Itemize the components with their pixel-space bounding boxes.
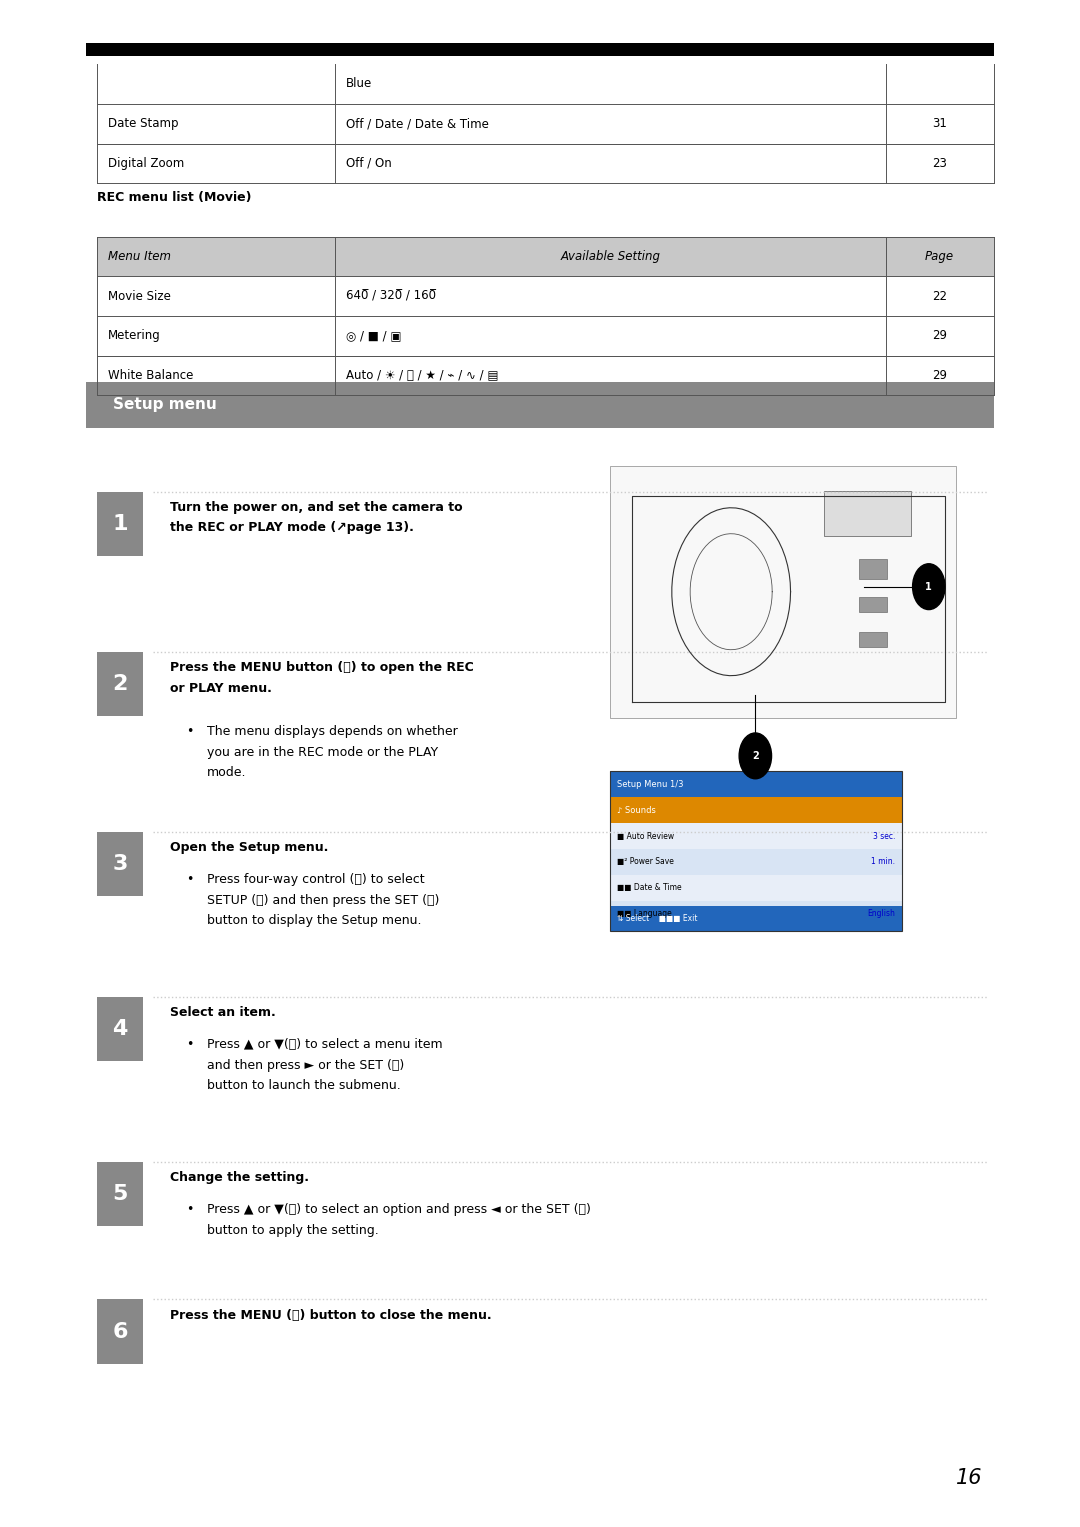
Bar: [859, 559, 887, 579]
Text: ■■ Language: ■■ Language: [617, 910, 672, 918]
Bar: [97, 356, 994, 395]
Text: Metering: Metering: [108, 330, 161, 342]
Bar: [97, 316, 994, 356]
Text: English: English: [867, 910, 895, 918]
Text: 6: 6: [112, 1321, 127, 1342]
Text: Select an item.: Select an item.: [170, 1006, 275, 1020]
Text: •: •: [186, 1038, 193, 1052]
Text: Press ▲ or ▼(ⓞ) to select a menu item
and then press ► or the SET (ⓞ)
button to : Press ▲ or ▼(ⓞ) to select a menu item an…: [207, 1038, 443, 1092]
Text: ■² Power Save: ■² Power Save: [617, 858, 674, 866]
Text: Auto / ☀ / ⛅ / ★ / ⌁ / ∿ / ▤: Auto / ☀ / ⛅ / ★ / ⌁ / ∿ / ▤: [346, 370, 498, 382]
Text: Digital Zoom: Digital Zoom: [108, 157, 185, 169]
Text: 23: 23: [932, 157, 947, 169]
Text: ◎ / ■ / ▣: ◎ / ■ / ▣: [346, 330, 401, 342]
Bar: [610, 901, 902, 927]
Bar: [97, 492, 143, 556]
Bar: [97, 997, 143, 1061]
Text: 29: 29: [932, 330, 947, 342]
Text: •: •: [186, 725, 193, 739]
Bar: [97, 1162, 143, 1226]
Text: Off / On: Off / On: [346, 157, 391, 169]
Text: 2: 2: [752, 751, 759, 760]
Text: 1: 1: [112, 513, 127, 534]
Text: Blue: Blue: [346, 78, 372, 90]
Bar: [97, 652, 143, 716]
Bar: [610, 823, 902, 849]
Text: •: •: [186, 873, 193, 887]
Text: Page: Page: [926, 250, 954, 263]
Bar: [97, 104, 994, 144]
Bar: [97, 144, 994, 183]
Text: Press the MENU (ⓞ) button to close the menu.: Press the MENU (ⓞ) button to close the m…: [170, 1309, 491, 1322]
Text: Menu Item: Menu Item: [108, 250, 171, 263]
Text: Off / Date / Date & Time: Off / Date / Date & Time: [346, 118, 488, 130]
Text: 22: 22: [932, 290, 947, 302]
Text: 3 sec.: 3 sec.: [873, 832, 895, 840]
Bar: [859, 597, 887, 612]
Bar: [97, 64, 994, 104]
Text: ♪ Sounds: ♪ Sounds: [617, 806, 656, 814]
Bar: [610, 875, 902, 901]
Text: 16: 16: [956, 1467, 983, 1489]
Text: 4: 4: [112, 1019, 127, 1040]
Text: Setup Menu 1/3: Setup Menu 1/3: [617, 780, 684, 788]
Bar: [610, 906, 902, 931]
Text: Available Setting: Available Setting: [561, 250, 660, 263]
Text: Setup menu: Setup menu: [113, 397, 217, 412]
Text: REC menu list (Movie): REC menu list (Movie): [97, 191, 252, 205]
Bar: [97, 276, 994, 316]
Text: 5: 5: [112, 1183, 127, 1205]
Bar: [610, 771, 902, 931]
Text: 2: 2: [112, 673, 127, 695]
Text: White Balance: White Balance: [108, 370, 193, 382]
Text: •: •: [186, 1203, 193, 1217]
Text: Press the MENU button (ⓞ) to open the REC
or PLAY menu.: Press the MENU button (ⓞ) to open the RE…: [170, 661, 473, 695]
Text: Change the setting.: Change the setting.: [170, 1171, 309, 1185]
Text: Press ▲ or ▼(ⓞ) to select an option and press ◄ or the SET (ⓞ)
button to apply t: Press ▲ or ▼(ⓞ) to select an option and …: [207, 1203, 591, 1237]
Bar: [859, 632, 887, 647]
Bar: [86, 43, 994, 56]
Bar: [824, 490, 910, 536]
Bar: [97, 1299, 143, 1364]
Text: 3: 3: [112, 854, 127, 875]
Bar: [610, 849, 902, 875]
Bar: [97, 237, 994, 276]
Text: 29: 29: [932, 370, 947, 382]
Text: 31: 31: [932, 118, 947, 130]
Text: Movie Size: Movie Size: [108, 290, 171, 302]
Text: Press four-way control (ⓞ) to select
SETUP (ⓣ) and then press the SET (ⓞ)
button: Press four-way control (ⓞ) to select SET…: [207, 873, 440, 927]
Text: Turn the power on, and set the camera to
the REC or PLAY mode (↗page 13).: Turn the power on, and set the camera to…: [170, 501, 462, 534]
Circle shape: [739, 733, 771, 779]
Bar: [610, 771, 902, 797]
Text: 1: 1: [926, 582, 932, 591]
Text: Date Stamp: Date Stamp: [108, 118, 178, 130]
Text: 640̅ / 320̅ / 160̅: 640̅ / 320̅ / 160̅: [346, 290, 435, 302]
Text: ■■ Date & Time: ■■ Date & Time: [617, 884, 681, 892]
Text: ■ Auto Review: ■ Auto Review: [617, 832, 674, 840]
Bar: [86, 382, 994, 428]
Bar: [97, 832, 143, 896]
Text: Open the Setup menu.: Open the Setup menu.: [170, 841, 328, 855]
Circle shape: [913, 563, 945, 609]
Text: The menu displays depends on whether
you are in the REC mode or the PLAY
mode.: The menu displays depends on whether you…: [207, 725, 458, 779]
Text: ⇅ Select    ■■■ Exit: ⇅ Select ■■■ Exit: [617, 915, 698, 922]
Bar: [610, 797, 902, 823]
Bar: [610, 466, 956, 718]
Text: 1 min.: 1 min.: [872, 858, 895, 866]
